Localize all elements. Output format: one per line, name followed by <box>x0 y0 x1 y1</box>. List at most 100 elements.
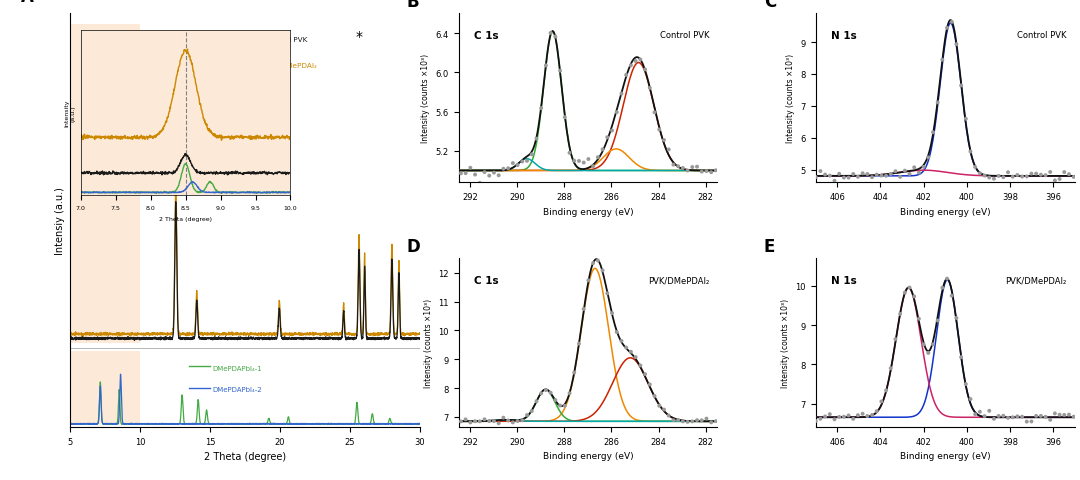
Text: *: * <box>355 30 363 44</box>
X-axis label: 2 Theta (degree): 2 Theta (degree) <box>204 451 286 461</box>
Point <box>674 418 691 425</box>
Point <box>835 174 852 182</box>
Point <box>490 172 508 180</box>
Bar <box>70 25 140 344</box>
Point <box>948 41 966 49</box>
Text: B: B <box>407 0 419 11</box>
Point <box>873 172 890 180</box>
Point <box>703 419 720 426</box>
Point <box>849 411 866 419</box>
Point <box>707 167 725 175</box>
Point <box>684 164 701 171</box>
Point <box>831 170 848 178</box>
Point <box>566 369 583 377</box>
Point <box>854 410 872 418</box>
Point <box>570 340 588 348</box>
Text: N 1s: N 1s <box>832 276 858 286</box>
Point <box>943 19 960 27</box>
Point <box>981 174 998 182</box>
Point <box>546 34 564 41</box>
Point <box>665 417 683 424</box>
Point <box>1065 174 1080 181</box>
Point <box>835 413 852 420</box>
Point <box>1041 416 1058 424</box>
Point <box>807 417 824 425</box>
Point <box>831 413 848 421</box>
Point <box>514 417 531 424</box>
Point <box>985 176 1002 183</box>
Point <box>891 174 908 181</box>
Point <box>1075 410 1080 418</box>
Point <box>627 58 645 66</box>
Point <box>604 310 621 317</box>
Point <box>1018 173 1036 181</box>
Point <box>712 417 729 424</box>
Point <box>537 62 554 70</box>
Point <box>528 397 545 405</box>
Point <box>812 415 829 423</box>
Point <box>995 412 1012 420</box>
Point <box>1041 169 1058 177</box>
Point <box>859 171 876 179</box>
Point <box>924 341 942 348</box>
Point <box>447 169 464 177</box>
Point <box>688 163 705 171</box>
Point <box>868 408 886 415</box>
Point <box>1004 414 1022 421</box>
Point <box>1023 170 1040 178</box>
Point <box>939 25 956 33</box>
Point <box>934 284 951 292</box>
Text: C 1s: C 1s <box>474 31 499 41</box>
Point <box>518 411 536 419</box>
Point <box>608 328 625 336</box>
Point <box>532 390 550 397</box>
Point <box>905 293 922 300</box>
Point <box>457 170 474 178</box>
Point <box>467 171 484 179</box>
Point <box>896 289 914 297</box>
Point <box>821 410 838 418</box>
Point <box>443 420 460 427</box>
Point <box>670 416 687 424</box>
Point <box>584 260 602 267</box>
Point <box>580 156 597 164</box>
Point <box>590 154 607 162</box>
Point <box>990 173 1008 180</box>
Point <box>650 126 667 134</box>
Point <box>887 336 904 343</box>
Point <box>962 396 980 403</box>
Point <box>882 171 900 179</box>
Point <box>1055 411 1072 419</box>
Point <box>849 174 866 181</box>
Point <box>840 412 858 420</box>
Point <box>1013 173 1030 181</box>
Point <box>598 134 616 142</box>
Point <box>962 148 980 156</box>
Point <box>816 413 834 420</box>
Point <box>575 305 592 313</box>
Point <box>1047 410 1064 418</box>
Point <box>604 127 621 135</box>
Point <box>816 171 834 179</box>
Text: Control PVK: Control PVK <box>660 31 710 40</box>
Point <box>670 163 687 171</box>
Point <box>995 174 1012 181</box>
Point <box>646 109 663 117</box>
Point <box>622 348 639 356</box>
Point <box>985 415 1002 423</box>
Point <box>561 390 578 397</box>
Point <box>1032 171 1050 179</box>
Point <box>499 417 516 424</box>
Point <box>901 171 918 179</box>
Point <box>712 166 729 174</box>
Point <box>642 85 659 93</box>
Point <box>584 163 602 171</box>
Point <box>509 162 526 169</box>
Point <box>580 277 597 285</box>
Point <box>807 174 824 181</box>
Point <box>854 170 872 178</box>
Point <box>929 99 946 107</box>
Point <box>693 417 711 424</box>
Text: DMePDAPbI₄-1: DMePDAPbI₄-1 <box>213 365 262 371</box>
Point <box>1032 412 1050 420</box>
